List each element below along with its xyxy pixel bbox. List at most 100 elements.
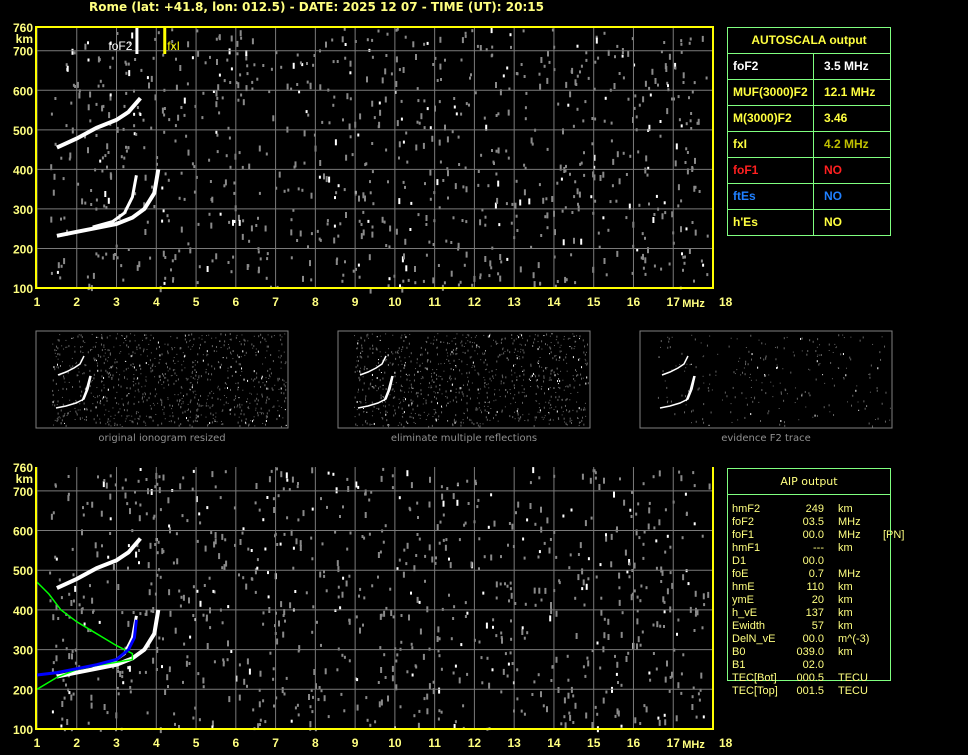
thumbnail-noise <box>256 376 258 379</box>
aip-value: 0.7 <box>808 568 824 580</box>
thumbnail-noise <box>184 367 186 369</box>
thumbnail-noise <box>494 393 496 396</box>
thumbnail-noise <box>177 378 179 381</box>
thumbnail-noise <box>235 395 237 398</box>
thumbnail-noise <box>148 396 150 399</box>
thumbnail-noise <box>426 341 428 344</box>
thumbnail-noise <box>490 380 492 382</box>
noise-echo <box>270 469 273 473</box>
noise-echo <box>337 234 340 238</box>
thumbnail-noise <box>431 387 433 389</box>
noise-echo <box>610 533 613 540</box>
thumbnail-noise <box>95 358 97 360</box>
noise-echo <box>613 83 616 89</box>
thumbnail-noise <box>504 350 506 352</box>
noise-echo <box>526 631 529 635</box>
thumbnail-noise <box>134 390 136 392</box>
noise-echo <box>455 112 458 116</box>
thumbnail-noise <box>436 346 438 348</box>
thumbnail-noise <box>420 353 422 356</box>
thumbnail-noise <box>192 390 194 392</box>
noise-echo <box>146 220 149 224</box>
thumbnail-noise <box>156 393 158 395</box>
thumbnail-noise <box>406 346 408 349</box>
thumbnail-noise <box>197 353 199 356</box>
noise-echo <box>451 130 454 134</box>
thumbnail-noise <box>84 408 86 411</box>
thumbnail-noise <box>371 401 373 404</box>
thumbnail-noise <box>134 418 136 420</box>
noise-echo <box>63 216 66 220</box>
noise-echo <box>67 495 70 502</box>
noise-echo <box>695 607 697 614</box>
thumbnail-noise <box>816 360 818 363</box>
thumbnail-noise <box>540 387 542 390</box>
thumbnail-noise <box>104 348 106 350</box>
thumbnail-noise <box>452 424 454 427</box>
noise-echo <box>272 667 275 671</box>
noise-echo <box>492 625 494 629</box>
noise-echo <box>187 41 190 48</box>
noise-echo <box>453 97 456 100</box>
thumbnail-noise <box>850 336 852 338</box>
noise-echo <box>345 212 347 218</box>
thumbnail-noise <box>101 335 103 337</box>
thumbnail-noise <box>523 351 525 354</box>
thumbnail-noise <box>195 414 197 417</box>
thumbnail-noise <box>81 336 83 339</box>
aip-unit: km <box>838 542 853 554</box>
noise-echo <box>71 653 73 660</box>
noise-echo <box>101 169 104 173</box>
noise-echo <box>547 50 549 57</box>
noise-echo <box>54 142 57 146</box>
thumbnail-noise <box>764 343 766 345</box>
thumbnail-noise <box>61 396 63 398</box>
thumbnail-noise <box>885 391 887 394</box>
thumbnail-noise <box>103 346 105 348</box>
noise-echo <box>603 617 606 621</box>
thumbnail-noise <box>119 374 121 376</box>
noise-echo <box>95 134 98 137</box>
thumbnail-noise <box>386 411 388 413</box>
thumbnail-noise <box>706 344 708 347</box>
thumbnail-noise <box>95 336 97 338</box>
noise-echo <box>423 42 426 46</box>
thumbnail-noise <box>143 348 145 351</box>
thumbnail-noise <box>74 407 76 409</box>
thumbnail-noise <box>54 352 56 354</box>
noise-echo <box>523 75 526 78</box>
freq-tick-label: 1 <box>34 736 41 750</box>
thumbnail-noise <box>117 333 119 335</box>
thumbnail-noise <box>809 339 811 342</box>
noise-echo <box>571 211 574 214</box>
thumbnail-noise <box>526 339 528 342</box>
thumbnail-noise <box>145 424 147 426</box>
noise-echo <box>534 522 537 526</box>
noise-echo <box>173 712 176 716</box>
thumbnail-noise <box>484 379 486 381</box>
noise-echo <box>398 68 401 72</box>
thumbnail-noise <box>553 345 555 347</box>
noise-echo <box>392 615 395 619</box>
noise-echo <box>656 621 659 628</box>
autoscala-row: foF2 3.5 MHz <box>728 54 890 80</box>
thumbnail-noise <box>144 422 146 424</box>
thumbnail-noise <box>186 378 188 381</box>
thumbnail-noise <box>112 365 114 368</box>
noise-echo <box>150 489 153 495</box>
thumbnail-noise <box>698 387 700 390</box>
noise-echo <box>55 655 58 662</box>
thumbnail-noise <box>535 416 537 419</box>
aip-row: hmF2 249 km <box>732 503 904 516</box>
thumbnail-noise <box>852 394 854 397</box>
thumbnail-noise <box>248 408 250 410</box>
thumbnail-noise <box>812 416 814 418</box>
thumbnail-noise <box>484 369 486 371</box>
noise-echo <box>655 194 658 198</box>
thumbnail-noise <box>80 334 82 337</box>
noise-echo <box>701 35 704 42</box>
thumbnail-noise <box>384 371 386 374</box>
noise-echo <box>569 714 572 721</box>
thumbnail-noise <box>226 397 228 399</box>
thumbnail-noise <box>406 375 408 377</box>
